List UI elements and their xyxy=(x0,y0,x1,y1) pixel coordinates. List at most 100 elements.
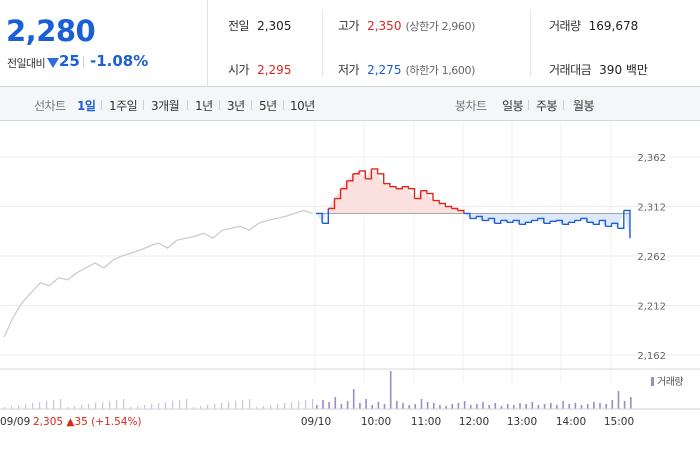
volume-bar xyxy=(599,403,601,409)
volume-bar xyxy=(123,399,125,409)
volume-bar xyxy=(39,402,41,409)
volume-bar xyxy=(402,403,404,409)
volume-bar xyxy=(494,403,497,409)
volume-bar xyxy=(74,406,76,409)
tab-3m[interactable]: 3개월 xyxy=(151,99,180,113)
volume-bar xyxy=(365,399,367,409)
volume-bar xyxy=(284,403,286,409)
volume-bar xyxy=(445,406,447,409)
price-segment xyxy=(334,188,342,200)
x-tick-label: 13:00 xyxy=(507,416,537,428)
price-segment xyxy=(623,209,631,239)
price-segment xyxy=(476,215,483,221)
volume-bar xyxy=(346,401,349,409)
price-segment xyxy=(599,219,607,227)
volume-bar xyxy=(4,407,6,409)
price-segment xyxy=(371,168,379,174)
divider xyxy=(219,100,220,110)
volume-swatch xyxy=(651,377,654,386)
volume-bar xyxy=(550,403,552,409)
divider xyxy=(187,100,188,110)
volume-bar xyxy=(60,399,62,409)
volume-bar xyxy=(408,405,410,409)
volume-bar xyxy=(537,405,540,409)
volume-bar xyxy=(605,404,607,409)
prev-day-line xyxy=(3,209,314,338)
volume-bar xyxy=(322,400,324,409)
volume-bar xyxy=(562,401,564,409)
divider xyxy=(83,56,84,68)
quote-header: 2,280 전일대비 25 -1.08% 전일 2,305 시가 2,295 고가 2… xyxy=(0,0,700,87)
divider xyxy=(322,10,323,76)
price-segment xyxy=(488,217,496,224)
volume-bar xyxy=(513,405,515,409)
volume-bar xyxy=(383,404,386,409)
tab-1y[interactable]: 1년 xyxy=(195,99,213,113)
volume-bar xyxy=(500,406,503,409)
volume-bar xyxy=(420,399,423,409)
volume-bar xyxy=(200,406,202,409)
price-segment xyxy=(408,188,416,199)
volume-bar xyxy=(305,400,307,409)
volume-bar xyxy=(214,404,216,409)
volume-bar xyxy=(221,403,223,409)
volume-legend: 거래량 xyxy=(651,373,684,388)
volume-bar xyxy=(574,403,577,409)
volume-bar xyxy=(18,405,20,409)
volume-bar xyxy=(228,402,230,409)
down-arrow-icon xyxy=(47,58,59,68)
volume-bar xyxy=(116,400,118,409)
volume-bar xyxy=(469,405,472,409)
volume-bar xyxy=(457,403,460,409)
volume-bar xyxy=(179,400,181,409)
volume-bar xyxy=(630,397,632,409)
tab-3y[interactable]: 3년 xyxy=(227,99,245,113)
volume-bar xyxy=(46,401,48,409)
price-chart[interactable]: 2,362 2,312 2,262 2,212 2,162 09/09 09/10 10:00… xyxy=(0,121,700,450)
tab-daily[interactable]: 일봉 xyxy=(502,99,524,113)
divider xyxy=(251,100,252,110)
volume-bar xyxy=(130,407,132,409)
price-box: 2,280 전일대비 25 -1.08% xyxy=(0,0,208,87)
y-tick-label: 2,162 xyxy=(637,351,666,362)
volume-bar xyxy=(482,402,484,409)
volume-bar xyxy=(263,406,265,409)
volume-bar xyxy=(611,400,614,409)
tab-5y[interactable]: 5년 xyxy=(259,99,277,113)
down-area xyxy=(316,213,630,239)
change-amount: 25 xyxy=(59,52,80,70)
x-tick-label: 12:00 xyxy=(459,416,489,428)
volume-bar xyxy=(316,405,318,409)
x-tick-label: 15:00 xyxy=(604,416,634,428)
volume-bar xyxy=(249,399,251,409)
volume-bar xyxy=(235,401,237,409)
price-segment xyxy=(494,220,502,224)
tab-monthly[interactable]: 월봉 xyxy=(573,99,595,113)
volume-bar xyxy=(556,405,558,409)
price-segment xyxy=(359,170,366,179)
divider xyxy=(530,10,531,76)
price-segment xyxy=(537,217,545,224)
tab-1d[interactable]: 1일 xyxy=(77,99,96,113)
volume-bar xyxy=(137,406,139,409)
tab-10y[interactable]: 10년 xyxy=(290,99,315,113)
volume-bar xyxy=(352,389,355,409)
low-price: 저가 2,275 (하한가 1,600) xyxy=(338,63,475,77)
volume-bar xyxy=(88,404,90,409)
y-tick-label: 2,362 xyxy=(637,153,666,164)
price-segment xyxy=(377,173,385,184)
volume-bar xyxy=(158,403,160,409)
volume-bar xyxy=(334,397,337,409)
volume-bar xyxy=(144,405,146,409)
volume-bar xyxy=(151,404,153,409)
price-segment xyxy=(611,222,619,229)
volume-bar xyxy=(298,401,300,409)
tab-1w[interactable]: 1주일 xyxy=(109,99,138,113)
volume-bar xyxy=(463,401,466,409)
change-label: 전일대비 xyxy=(7,57,46,70)
tab-weekly[interactable]: 주봉 xyxy=(536,99,558,113)
volume-bar xyxy=(580,405,583,409)
volume-bar xyxy=(32,403,34,409)
price-segment xyxy=(426,192,434,201)
change-rate: -1.08% xyxy=(90,52,149,70)
